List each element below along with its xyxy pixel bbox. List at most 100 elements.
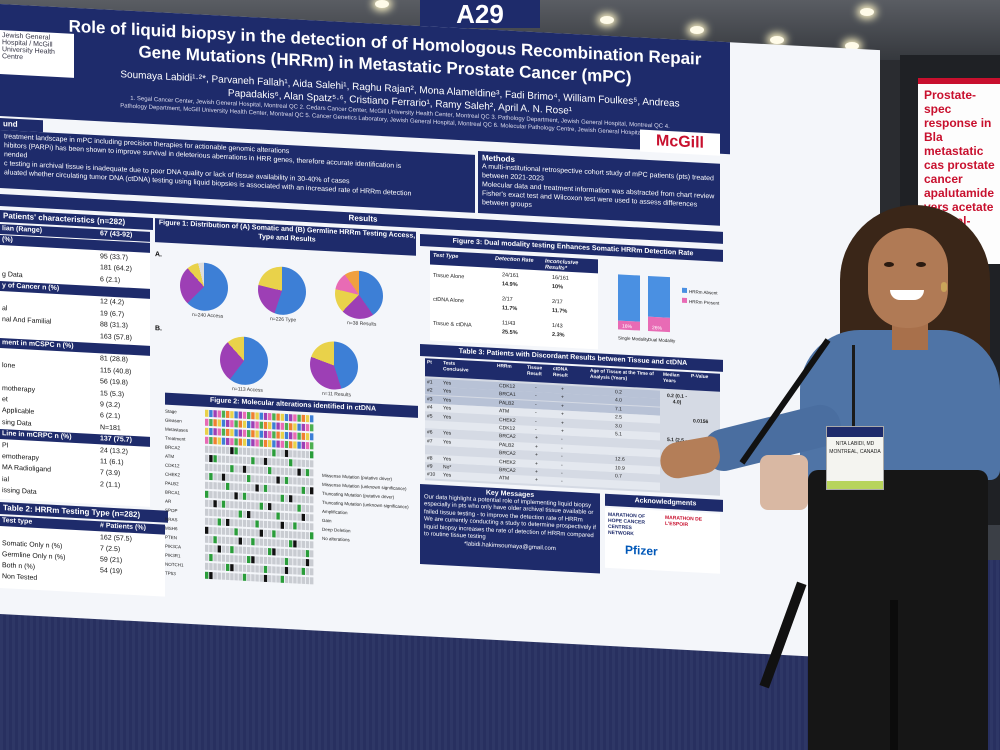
oncoprint-cell bbox=[242, 447, 247, 455]
oncoprint-cell bbox=[310, 424, 314, 432]
oncoprint-cell bbox=[259, 493, 263, 501]
oncoprint-cell bbox=[230, 438, 234, 446]
oncoprint-cell bbox=[268, 431, 272, 439]
oncoprint-cell bbox=[272, 431, 276, 439]
oncoprint-cell bbox=[297, 540, 301, 548]
oncoprint-cell bbox=[276, 539, 280, 547]
oncoprint-cell bbox=[255, 565, 259, 573]
oncoprint-cell bbox=[230, 447, 234, 455]
oncoprint-cell bbox=[255, 421, 259, 429]
table2-col-test-type: Test type bbox=[2, 517, 33, 526]
oncoprint-cell bbox=[205, 409, 209, 417]
table1-cell-value: 6 (2.1) bbox=[100, 275, 121, 284]
oncoprint-cell bbox=[247, 483, 251, 492]
oncoprint-cell bbox=[305, 550, 310, 558]
oncoprint-cell bbox=[242, 573, 247, 581]
oncoprint-cell bbox=[234, 537, 238, 545]
oncoprint-cell bbox=[280, 431, 284, 439]
oncoprint-cell bbox=[301, 441, 305, 449]
oncoprint-cell bbox=[268, 539, 272, 547]
table3-cell: Yes bbox=[443, 413, 452, 421]
figure2-gene-label: TP53 bbox=[165, 570, 176, 577]
oncoprint-cell bbox=[255, 430, 259, 438]
oncoprint-cell bbox=[221, 500, 226, 508]
table3-cell: #5 bbox=[427, 412, 433, 420]
person-leg-gap bbox=[890, 600, 898, 750]
table3-cell: #4 bbox=[427, 404, 433, 411]
oncoprint-cell bbox=[217, 455, 222, 463]
table3-cell: #1 bbox=[427, 379, 433, 386]
oncoprint-cell bbox=[205, 427, 209, 435]
figure3-inconclusive-count: 2/17 bbox=[552, 298, 563, 306]
oncoprint-cell bbox=[301, 414, 305, 422]
oncoprint-cell bbox=[280, 476, 284, 484]
oncoprint-cell bbox=[276, 485, 280, 493]
oncoprint-cell bbox=[209, 481, 213, 490]
oncoprint-cell bbox=[217, 572, 222, 580]
oncoprint-cell bbox=[234, 438, 238, 446]
oncoprint-cell bbox=[289, 423, 293, 431]
oncoprint-cell bbox=[301, 522, 305, 530]
oncoprint-cell bbox=[297, 531, 301, 539]
booth-number-sign: A29 bbox=[420, 0, 540, 28]
oncoprint-cell bbox=[221, 554, 226, 562]
oncoprint-cell bbox=[213, 419, 217, 427]
table3-cell: - bbox=[561, 436, 563, 443]
oncoprint-cell bbox=[226, 572, 230, 581]
oncoprint-cell bbox=[263, 457, 268, 466]
oncoprint-cell bbox=[217, 554, 222, 562]
oncoprint-cell bbox=[238, 411, 242, 419]
oncoprint-cell bbox=[230, 555, 234, 563]
oncoprint-cell bbox=[217, 428, 222, 436]
oncoprint-cell bbox=[255, 493, 259, 501]
figure3-inconclusive-rate: 2.3% bbox=[552, 331, 565, 339]
oncoprint-cell bbox=[226, 473, 230, 482]
oncoprint-cell bbox=[268, 458, 272, 466]
table1-cell-value: 7 (3.9) bbox=[100, 469, 121, 478]
oncoprint-cell bbox=[234, 564, 238, 572]
oncoprint-cell bbox=[205, 445, 209, 453]
oncoprint-cell bbox=[268, 422, 272, 430]
bar-present-label: 26% bbox=[652, 325, 663, 332]
oncoprint-cell bbox=[297, 486, 301, 494]
oncoprint-cell bbox=[247, 456, 251, 465]
oncoprint-cell bbox=[251, 439, 255, 447]
oncoprint-cell bbox=[280, 494, 284, 502]
table3-cell: - bbox=[535, 427, 537, 434]
table1-cell-label: Applicable bbox=[2, 407, 35, 417]
oncoprint-cell bbox=[276, 548, 280, 556]
oncoprint-cell bbox=[209, 499, 213, 508]
figure2-gene-labels: Stage Gleason Metastases Treatment BRCA2 ATM C… bbox=[165, 407, 205, 580]
oncoprint-cell bbox=[263, 466, 268, 475]
figure1-panel-a: A. bbox=[155, 251, 162, 259]
table3-cell: CDK12 bbox=[499, 383, 516, 390]
table3-cell: #10 bbox=[427, 471, 436, 479]
oncoprint-cell bbox=[280, 575, 284, 583]
pfizer-logo: Pfizer bbox=[625, 542, 658, 559]
figure3-inconclusive-count: 16/161 bbox=[552, 274, 569, 282]
table3-cell: BRCA2 bbox=[499, 450, 516, 458]
oncoprint-cell bbox=[284, 512, 289, 521]
oncoprint-cell bbox=[289, 414, 293, 422]
table3-cell: + bbox=[535, 452, 538, 459]
table3-cell: + bbox=[535, 460, 538, 467]
oncoprint-cell bbox=[268, 467, 272, 475]
oncoprint-cell bbox=[301, 567, 305, 575]
oncoprint-cell bbox=[230, 420, 234, 428]
oncoprint-cell bbox=[238, 492, 242, 500]
oncoprint-cell bbox=[301, 423, 305, 431]
oncoprint-cell bbox=[213, 545, 217, 553]
oncoprint-cell bbox=[251, 574, 255, 582]
oncoprint-cell bbox=[230, 519, 234, 527]
oncoprint-cell bbox=[293, 576, 297, 584]
oncoprint-cell bbox=[259, 412, 263, 420]
oncoprint-cell bbox=[259, 538, 263, 546]
table1-cell-value: 9 (3.2) bbox=[100, 401, 121, 410]
table1-cell-value: N=181 bbox=[100, 424, 121, 433]
oncoprint-cell bbox=[301, 477, 305, 485]
oncoprint-cell bbox=[310, 478, 314, 486]
oncoprint-cell bbox=[209, 454, 213, 463]
oncoprint-cell bbox=[276, 494, 280, 502]
table2-col-patients: # Patients (%) bbox=[100, 522, 146, 532]
table3-cell: 7.1 bbox=[615, 406, 622, 413]
